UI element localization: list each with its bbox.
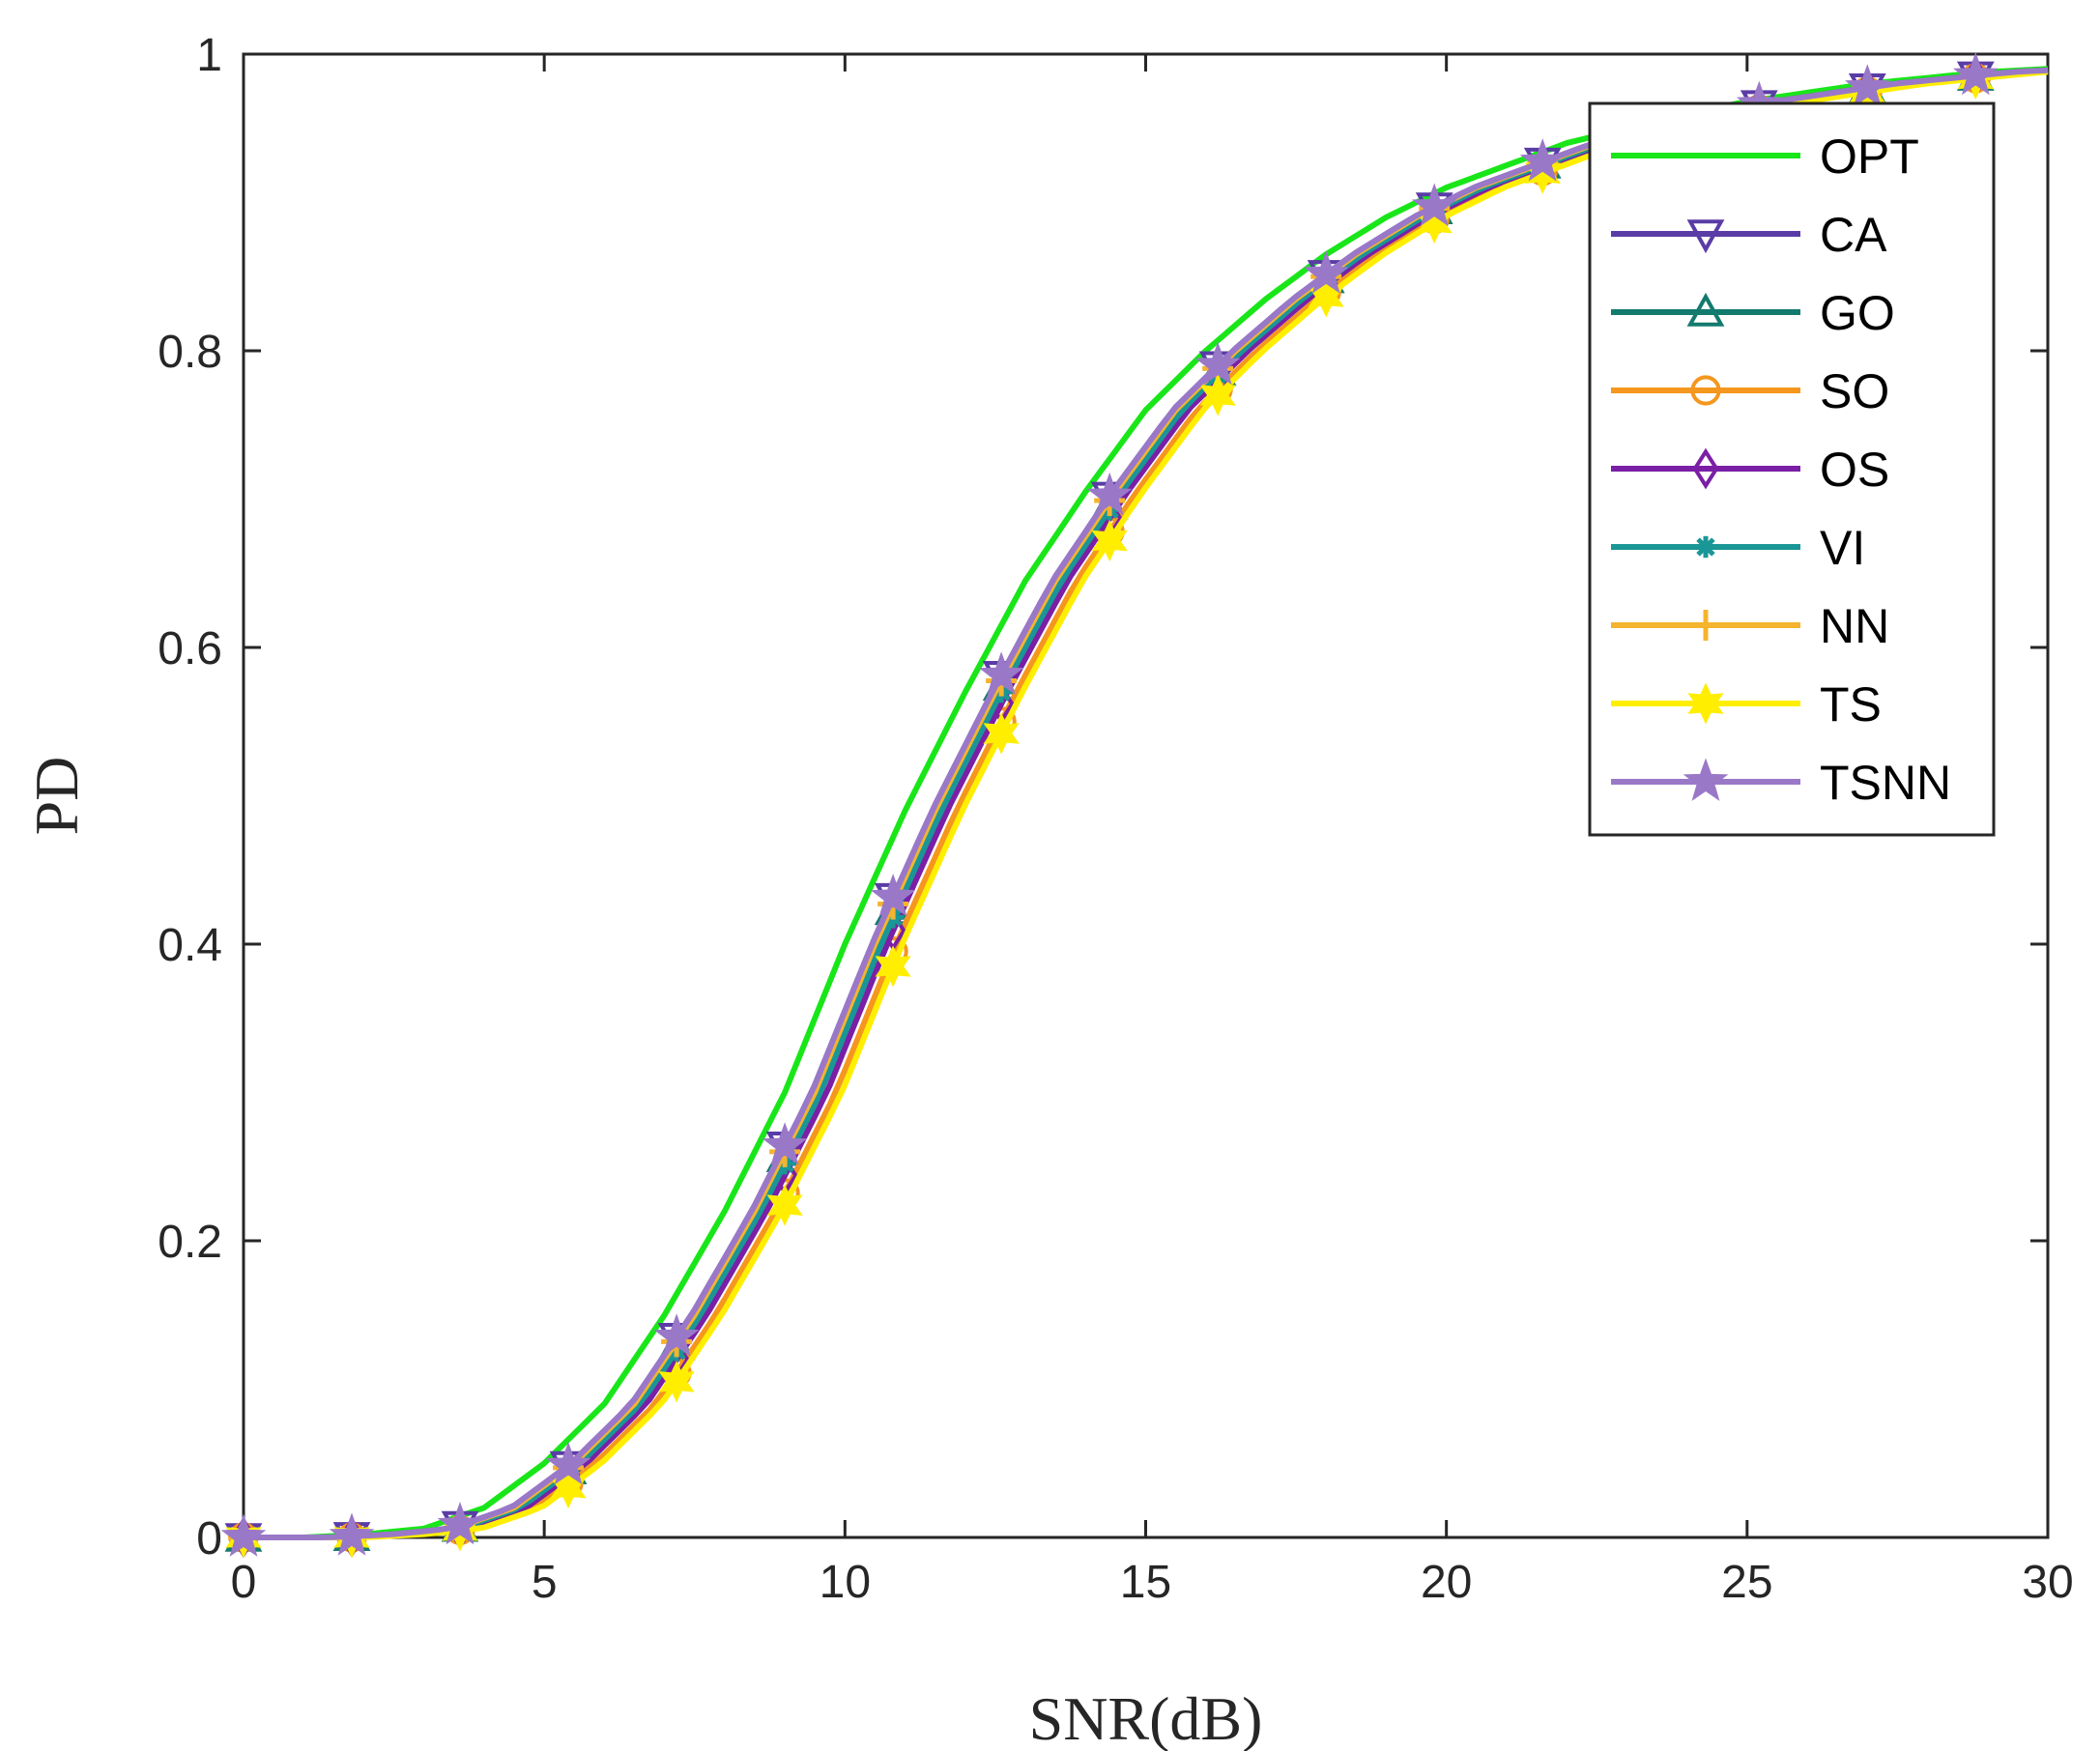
marker-tsnn xyxy=(437,1502,483,1545)
x-tick-label: 20 xyxy=(1421,1557,1472,1608)
legend-label: CA xyxy=(1820,208,1887,262)
marker-tsnn xyxy=(1303,250,1349,294)
legend-marker xyxy=(1683,758,1729,801)
legend-item-ts: TS xyxy=(1611,677,1882,732)
legend-item-nn: NN xyxy=(1611,599,1889,653)
marker-ts xyxy=(658,1361,695,1403)
marker-ts xyxy=(983,712,1020,755)
marker-tsnn xyxy=(1844,64,1890,107)
y-axis-title: PD xyxy=(22,757,91,836)
x-tick-label: 10 xyxy=(820,1557,871,1608)
legend-marker xyxy=(1686,219,1725,254)
legend-item-ca: CA xyxy=(1611,208,1887,262)
marker-tsnn xyxy=(762,1122,808,1165)
legend-label: TS xyxy=(1820,677,1882,732)
legend-label: VI xyxy=(1820,521,1865,575)
legend-marker xyxy=(1687,682,1724,725)
x-tick-label: 0 xyxy=(231,1557,257,1608)
marker-tsnn xyxy=(1086,472,1133,516)
legend-item-so: SO xyxy=(1611,364,1889,418)
marker-tsnn xyxy=(978,651,1024,695)
asterisk-stroke xyxy=(1696,537,1715,557)
legend-label: SO xyxy=(1820,364,1889,418)
legend-marker xyxy=(1692,447,1719,490)
marker-ts xyxy=(766,1184,803,1226)
x-tick-label: 25 xyxy=(1721,1557,1772,1608)
legend-label: TSNN xyxy=(1820,756,1951,810)
axis-ticks: 0 5 10 15 20 25 30 0 0.2 0.4 0.6 0.8 1 xyxy=(158,30,2073,1608)
y-tick-label: 0.8 xyxy=(158,327,222,378)
y-tick-label: 0 xyxy=(196,1513,222,1564)
legend-item-os: OS xyxy=(1611,443,1889,497)
marker-tsnn xyxy=(545,1442,591,1485)
y-tick-label: 1 xyxy=(196,30,222,81)
marker-tsnn xyxy=(220,1513,267,1557)
x-tick-label: 15 xyxy=(1120,1557,1171,1608)
x-tick-label: 5 xyxy=(532,1557,558,1608)
marker-tsnn xyxy=(870,874,916,917)
x-axis-title: SNR(dB) xyxy=(1029,1684,1263,1751)
marker-ts xyxy=(875,945,911,988)
legend: OPT CA GO SO OS VI NN TS TSNN xyxy=(1588,101,1996,837)
legend-marker xyxy=(1686,292,1725,327)
legend-item-go: GO xyxy=(1611,286,1895,340)
marker-ts xyxy=(1199,374,1236,416)
legend-label: OPT xyxy=(1820,129,1919,184)
legend-marker xyxy=(1694,535,1717,559)
legend-marker xyxy=(1690,610,1721,641)
y-tick-label: 0.6 xyxy=(158,623,222,675)
marker-ts xyxy=(1524,152,1561,194)
legend-item-tsnn: TSNN xyxy=(1611,756,1951,810)
y-tick-label: 0.4 xyxy=(158,920,222,971)
marker-tsnn xyxy=(1519,138,1566,182)
marker-tsnn xyxy=(329,1512,375,1556)
marker-tsnn xyxy=(1411,183,1457,227)
legend-label: OS xyxy=(1820,443,1889,497)
legend-item-opt: OPT xyxy=(1611,129,1919,184)
marker-tsnn xyxy=(653,1313,700,1357)
legend-label: NN xyxy=(1820,599,1889,653)
legend-label: GO xyxy=(1820,286,1895,340)
x-tick-label: 30 xyxy=(2022,1557,2073,1608)
marker-tsnn xyxy=(1952,51,1999,96)
legend-item-vi: VI xyxy=(1611,521,1865,575)
y-tick-label: 0.2 xyxy=(158,1217,222,1268)
marker-ts xyxy=(1091,519,1128,562)
marker-tsnn xyxy=(1194,341,1241,386)
legend-marker xyxy=(1690,375,1721,406)
